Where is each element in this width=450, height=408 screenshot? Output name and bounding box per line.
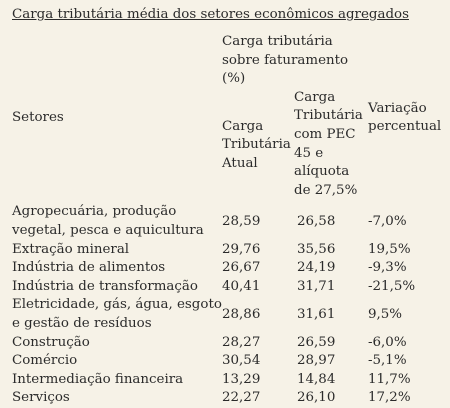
value-cell: 31,71 — [297, 278, 336, 294]
header-cell: Setores — [12, 109, 64, 125]
sector-cell: Eletricidade, gás, água, esgoto e gestão… — [12, 297, 222, 331]
value-cell: 30,54 — [222, 353, 261, 369]
data-row: Comércio 30,54 28,97 -5,1% — [12, 352, 448, 371]
title: Carga tributária média dos setores econô… — [12, 7, 409, 22]
value-cell: -6,0% — [368, 334, 407, 350]
value-cell: 26,58 — [297, 213, 336, 229]
sector-cell: Intermediação financeira — [12, 371, 184, 387]
header-row: Setores Carga tributária sobre faturamen… — [12, 33, 448, 125]
sector-cell: Comércio — [12, 353, 78, 369]
value-cell: 40,41 — [222, 278, 261, 294]
value-cell: 17,2% — [368, 390, 411, 406]
value-cell: 28,59 — [222, 213, 261, 229]
value-cell: 28,27 — [222, 334, 261, 350]
data-row: Extração mineral 29,76 35,56 19,5% — [12, 241, 448, 260]
sector-cell: Indústria de alimentos — [12, 260, 166, 276]
value-cell: 35,56 — [297, 241, 336, 257]
table-body: Setores Carga tributária sobre faturamen… — [12, 33, 448, 408]
data-row: Eletricidade, gás, água, esgoto e gestão… — [12, 296, 448, 333]
table: Setores Carga tributária sobre faturamen… — [12, 33, 448, 408]
sector-cell: Construção — [12, 334, 90, 350]
data-row: Indústria de transformação 40,41 31,71 -21,… — [12, 278, 448, 297]
value-cell: -7,0% — [368, 213, 407, 229]
value-cell: -5,1% — [368, 353, 407, 369]
value-cell: 9,5% — [368, 306, 403, 322]
data-row: Indústria de alimentos 26,67 24,19 -9,3% — [12, 259, 448, 278]
value-cell: -9,3% — [368, 260, 407, 276]
value-cell: 24,19 — [297, 260, 336, 276]
header-row: Carga Tributária Atual Carga Tributária … — [12, 89, 448, 204]
sector-cell: Indústria de transformação — [12, 278, 198, 294]
data-row: Construção 28,27 26,59 -6,0% — [12, 334, 448, 353]
value-cell: -21,5% — [368, 278, 416, 294]
value-cell: 26,59 — [297, 334, 336, 350]
value-cell: 31,61 — [297, 306, 336, 322]
value-cell: 14,84 — [297, 371, 336, 387]
data-row: Intermediação financeira 13,29 14,84 11,7% — [12, 371, 448, 390]
header-cell: Carga Tributária Atual — [222, 118, 291, 171]
header-cell: Variação percentual — [368, 100, 442, 135]
header-cell: Carga tributária sobre faturamento (%) — [222, 34, 349, 87]
header-cell — [368, 33, 448, 89]
value-cell: 28,97 — [297, 353, 336, 369]
value-cell: 28,86 — [222, 306, 261, 322]
value-cell: 19,5% — [368, 241, 411, 257]
data-row: Agropecuária, produção vegetal, pesca e … — [12, 203, 448, 240]
header-cell: Carga Tributária com PEC 45 e alíquota d… — [294, 89, 363, 198]
sector-cell: Agropecuária, produção vegetal, pesca e … — [12, 204, 204, 238]
sector-cell: Serviços — [12, 390, 70, 406]
value-cell: 11,7% — [368, 371, 411, 387]
data-row: Serviços 22,27 26,10 17,2% — [12, 389, 448, 408]
value-cell: 13,29 — [222, 371, 261, 387]
value-cell: 26,10 — [297, 390, 336, 406]
value-cell: 29,76 — [222, 241, 261, 257]
sector-cell: Extração mineral — [12, 241, 130, 257]
value-cell: 26,67 — [222, 260, 261, 276]
value-cell: 22,27 — [222, 390, 261, 406]
